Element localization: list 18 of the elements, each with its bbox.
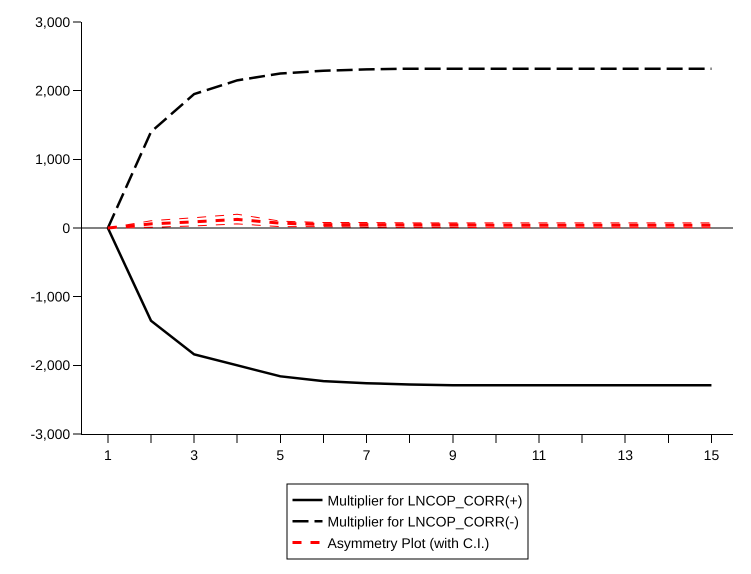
x-tick-label: 11 <box>532 446 546 463</box>
legend-label: Multiplier for LNCOP_CORR(-) <box>328 514 519 530</box>
x-tick-label: 13 <box>617 446 634 463</box>
legend-label: Asymmetry Plot (with C.I.) <box>328 534 490 551</box>
y-tick-label: -1,000 <box>30 288 70 305</box>
y-tick-label: 0 <box>62 220 70 236</box>
y-tick-label: -2,000 <box>30 357 70 374</box>
x-tick-label: 15 <box>704 446 720 463</box>
x-tick-label: 7 <box>362 446 371 463</box>
x-tick-label: 5 <box>276 446 284 463</box>
y-tick-label: 1,000 <box>35 151 70 168</box>
x-tick-label: 9 <box>448 446 457 463</box>
legend-label: Multiplier for LNCOP_CORR(+) <box>328 492 522 508</box>
x-tick-label: 3 <box>190 446 198 463</box>
x-tick-label: 1 <box>104 446 112 463</box>
y-tick-label: -3,000 <box>30 426 70 442</box>
y-tick-label: 3,000 <box>35 14 70 30</box>
y-tick-label: 2,000 <box>35 82 70 99</box>
